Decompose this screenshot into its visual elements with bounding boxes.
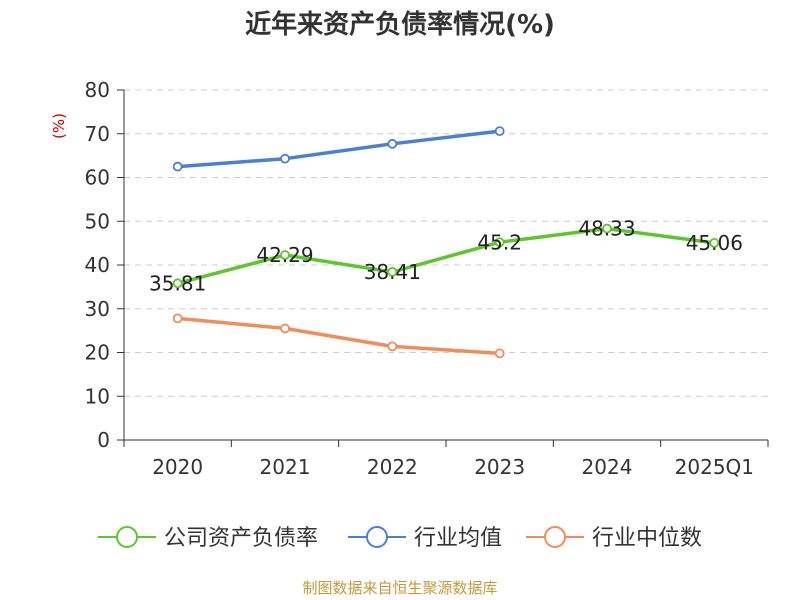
data-point[interactable] — [172, 313, 183, 324]
data-point[interactable] — [494, 348, 505, 359]
x-tick-label: 2023 — [474, 455, 525, 479]
data-point[interactable] — [494, 237, 505, 248]
data-point[interactable] — [494, 126, 505, 137]
y-axis-unit: (%) — [50, 113, 68, 139]
x-tick-label: 2025Q1 — [675, 455, 754, 479]
legend-item[interactable]: 行业中位数 — [526, 526, 702, 551]
data-label: 45.06 — [686, 231, 743, 255]
data-point[interactable] — [280, 250, 290, 260]
data-point[interactable] — [387, 138, 398, 149]
y-tick-label: 20 — [85, 341, 110, 365]
legend[interactable]: 公司资产负债率 行业均值 行业中位数 — [98, 526, 702, 551]
chart-title: 近年来资产负债率情况(%) — [245, 9, 555, 40]
y-tick-label: 0 — [97, 428, 110, 452]
data-label: 42.29 — [256, 243, 313, 267]
data-point[interactable] — [280, 323, 290, 334]
series-line — [177, 226, 715, 285]
y-tick-label: 70 — [85, 122, 110, 146]
series-line — [177, 129, 500, 169]
source-note: 制图数据来自恒生聚源数据库 — [302, 579, 497, 597]
data-label: 45.2 — [477, 230, 522, 254]
y-tick-label: 10 — [85, 384, 110, 408]
data-label: 35.81 — [149, 271, 206, 295]
data-point[interactable] — [602, 223, 612, 234]
data-point[interactable] — [709, 237, 720, 248]
x-tick-label: 2021 — [260, 455, 311, 479]
x-tick-label: 2022 — [367, 455, 418, 479]
legend-label: 公司资产负债率 — [164, 526, 318, 551]
y-tick-label: 60 — [85, 166, 110, 190]
data-point[interactable] — [172, 278, 183, 289]
legend-label: 行业均值 — [414, 526, 502, 551]
legend-label: 行业中位数 — [592, 526, 702, 551]
x-tick-label: 2024 — [582, 455, 633, 479]
legend-item[interactable]: 公司资产负债率 — [98, 526, 318, 551]
legend-swatch-marker — [116, 526, 138, 548]
legend-item[interactable]: 行业均值 — [348, 526, 502, 551]
x-tick-label: 2020 — [152, 455, 203, 479]
data-label: 38.41 — [364, 260, 421, 284]
gridlines — [124, 89, 768, 397]
y-tick-label: 50 — [85, 209, 110, 233]
data-point[interactable] — [172, 161, 183, 172]
data-point[interactable] — [387, 341, 398, 352]
data-point[interactable] — [387, 267, 398, 277]
data-point[interactable] — [280, 153, 290, 164]
legend-swatch-marker — [366, 526, 388, 548]
data-labels: 35.81 42.29 38.41 45.2 48.33 45.06 — [149, 217, 743, 296]
legend-swatch-marker — [544, 526, 566, 548]
y-tick-label: 30 — [85, 297, 110, 321]
data-label: 48.33 — [578, 217, 635, 241]
y-tick-label: 40 — [85, 253, 110, 277]
series-group — [172, 126, 720, 359]
axes: 0 10 20 30 40 50 60 70 80 2020 2021 2022 2023 2024 202… — [85, 78, 769, 479]
series-line — [177, 316, 500, 356]
y-tick-label: 80 — [85, 78, 110, 102]
